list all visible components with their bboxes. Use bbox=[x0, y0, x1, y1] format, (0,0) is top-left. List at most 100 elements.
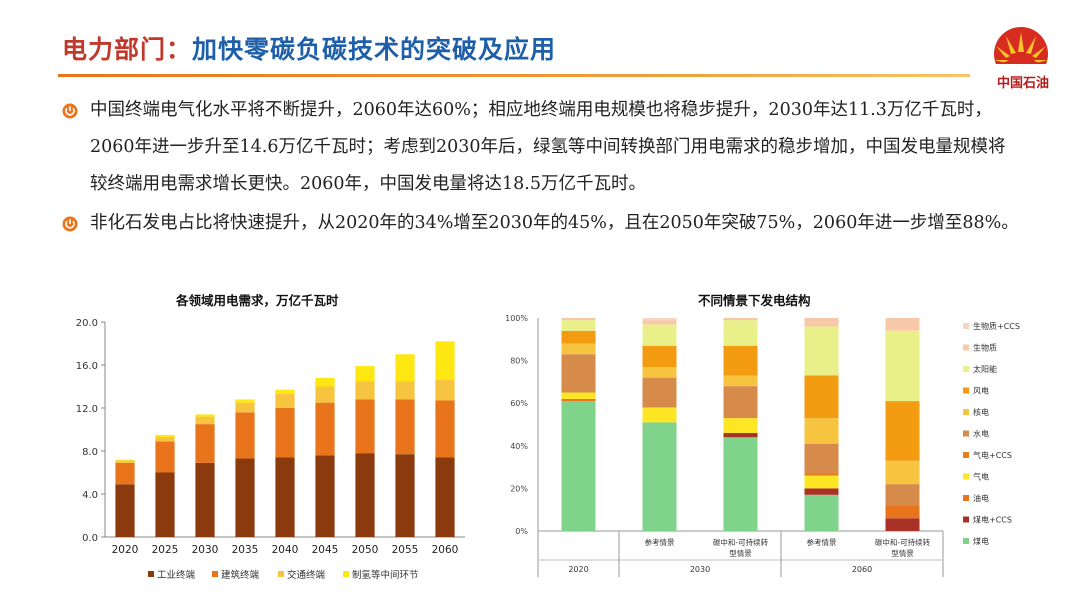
x-tick-label: 2030 bbox=[192, 544, 219, 556]
bar-segment bbox=[723, 437, 758, 531]
legend-swatch bbox=[148, 571, 154, 577]
bar-segment bbox=[561, 398, 596, 402]
bar-segment bbox=[235, 412, 255, 459]
bar-segment bbox=[275, 394, 295, 408]
x-tick-label: 参考情景 bbox=[645, 537, 675, 547]
legend-swatch bbox=[278, 571, 284, 577]
legend-label: 生物质 bbox=[973, 343, 997, 353]
bar-segment bbox=[315, 386, 335, 403]
title-main: 电力部门 bbox=[62, 35, 167, 64]
legend-swatch bbox=[963, 473, 969, 480]
bar-segment bbox=[642, 377, 677, 408]
legend-swatch bbox=[963, 323, 969, 329]
bar-segment bbox=[235, 402, 255, 413]
bar-segment bbox=[561, 392, 596, 399]
bar-segment bbox=[885, 505, 920, 519]
logo-text: 中国石油 bbox=[996, 76, 1049, 91]
y-tick-label: 80% bbox=[510, 357, 528, 366]
bar-segment bbox=[435, 380, 455, 401]
legend-swatch bbox=[963, 344, 969, 351]
electricity-demand-chart: 0.0 4.0 8.0 12.0 16.0 20.0 2020 2025 2030 2035 204… bbox=[76, 318, 465, 581]
bullet-text: 中国终端电气化水平将不断提升，2060年达60%；相应地终端用电规模也将稳步提升… bbox=[90, 100, 1006, 194]
bar-segment bbox=[275, 408, 295, 458]
group-label: 2020 bbox=[568, 565, 588, 574]
legend-swatch bbox=[963, 495, 969, 501]
bar-segment bbox=[435, 457, 455, 537]
bar-segment bbox=[195, 462, 215, 537]
bar-segment bbox=[355, 453, 375, 537]
bar-segment bbox=[235, 399, 255, 403]
bar-segment bbox=[315, 402, 335, 456]
bar-segment bbox=[804, 494, 839, 531]
legend-swatch bbox=[963, 538, 969, 544]
y-tick-label: 60% bbox=[510, 399, 528, 408]
bullet-item: 中国终端电气化水平将不断提升，2060年达60%；相应地终端用电规模也将稳步提升… bbox=[62, 92, 1022, 203]
group-label: 2060 bbox=[852, 565, 872, 574]
bar-segment bbox=[723, 433, 758, 438]
legend-label: 工业终端 bbox=[157, 569, 196, 581]
bar-segment bbox=[885, 484, 920, 506]
bar-segment bbox=[885, 318, 920, 331]
bar-segment bbox=[804, 443, 839, 474]
bar-segment bbox=[561, 401, 596, 531]
bar-segment bbox=[723, 386, 758, 419]
bar-segment bbox=[355, 366, 375, 382]
bar-segment bbox=[642, 345, 677, 367]
page-title: 电力部门：加快零碳负碳技术的突破及应用 bbox=[62, 30, 556, 66]
bar-segment bbox=[315, 455, 335, 537]
legend-swatch bbox=[963, 409, 969, 415]
x-tick-label: 2035 bbox=[232, 544, 259, 556]
bar-segment bbox=[885, 401, 920, 461]
bar-segment bbox=[115, 484, 135, 537]
bar-segment bbox=[395, 454, 415, 537]
bar-segment bbox=[642, 320, 677, 325]
y-tick-label: 16.0 bbox=[76, 361, 98, 372]
bar-segment bbox=[723, 345, 758, 376]
x-tick-label: 2040 bbox=[272, 544, 299, 556]
bar-segment bbox=[561, 318, 596, 321]
x-tick-label: 2020 bbox=[112, 544, 139, 556]
bar-segment bbox=[195, 424, 215, 463]
bar-segment bbox=[804, 488, 839, 495]
bar-segment bbox=[195, 416, 215, 425]
bar-segment bbox=[723, 318, 758, 321]
x-tick-label: 碳中和-可持续转 bbox=[713, 537, 769, 547]
legend-label: 风电 bbox=[973, 386, 989, 396]
bar-segment bbox=[885, 518, 920, 531]
bar-segment bbox=[275, 389, 295, 395]
bar-segment bbox=[155, 434, 175, 438]
x-tick-label: 2055 bbox=[392, 544, 419, 556]
legend-swatch bbox=[212, 571, 218, 577]
legend-swatch bbox=[963, 387, 969, 394]
bar-segment bbox=[561, 354, 596, 393]
bar-segment bbox=[642, 422, 677, 531]
group-label: 2030 bbox=[690, 565, 710, 574]
legend-label: 水电 bbox=[973, 429, 989, 439]
bar-segment bbox=[155, 472, 175, 537]
bar-segment bbox=[435, 400, 455, 458]
bar-segment bbox=[804, 375, 839, 419]
x-tick-label: 型情景 bbox=[729, 548, 752, 558]
bar-segment bbox=[723, 375, 758, 387]
bar-segment bbox=[195, 414, 215, 417]
legend-label: 煤电+CCS bbox=[973, 515, 1012, 525]
bar-segment bbox=[275, 457, 295, 537]
bullet-power-icon bbox=[62, 103, 78, 119]
bar-segment bbox=[561, 343, 596, 355]
legend-swatch bbox=[963, 516, 969, 523]
y-tick-label: 20.0 bbox=[76, 318, 98, 329]
bar-segment bbox=[115, 462, 135, 485]
y-tick-label: 100% bbox=[505, 314, 528, 323]
bar-segment bbox=[395, 381, 415, 400]
bullet-power-icon bbox=[62, 216, 78, 232]
bar-segment bbox=[315, 377, 335, 387]
y-tick-label: 0% bbox=[515, 527, 528, 536]
bar-segment bbox=[804, 318, 839, 327]
y-tick-label: 12.0 bbox=[76, 404, 98, 415]
bar-segment bbox=[561, 320, 596, 331]
bar-segment bbox=[642, 324, 677, 346]
bar-segment bbox=[804, 418, 839, 444]
bullet-text: 非化石发电占比将快速提升，从2020年的34%增至2030年的45%，且在205… bbox=[90, 213, 1019, 233]
legend-label: 气电 bbox=[973, 472, 989, 482]
